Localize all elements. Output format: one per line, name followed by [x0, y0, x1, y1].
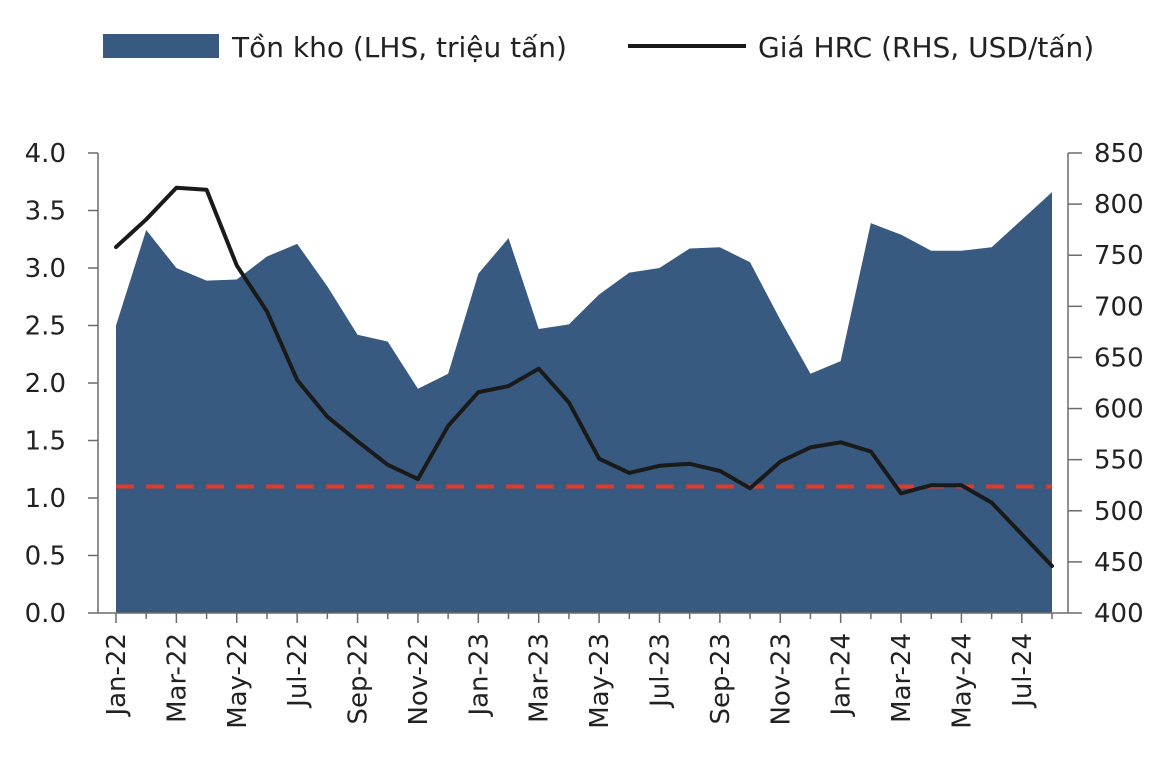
left-axis-tick-label: 2.0 — [25, 369, 66, 399]
left-axis-tick-label: 4.0 — [25, 139, 66, 169]
left-axis-tick-label: 2.5 — [25, 312, 66, 342]
x-axis-tick-label: Jul-22 — [283, 633, 313, 709]
right-axis-tick-label: 700 — [1094, 292, 1144, 322]
x-axis-ticks: Jan-22 Mar-22 May-22 Jul-22 Sep-22 Nov-22 Jan-… — [102, 613, 1053, 729]
right-axis-tick-label: 550 — [1094, 446, 1144, 476]
left-axis-tick-label: 3.0 — [25, 254, 66, 284]
right-axis-tick-label: 650 — [1094, 343, 1144, 373]
x-axis-tick-label: Nov-22 — [404, 633, 434, 726]
legend-label-inventory: Tồn kho (LHS, triệu tấn) — [231, 31, 567, 64]
right-axis-ticks: 400 450 500 550 600 650 700 750 800 850 — [1068, 139, 1144, 629]
x-axis-tick-label: Jan-24 — [827, 633, 857, 718]
right-axis-tick-label: 800 — [1094, 190, 1144, 220]
right-axis-tick-label: 400 — [1094, 599, 1144, 629]
x-axis-tick-label: Mar-23 — [525, 633, 555, 723]
left-axis-tick-label: 0.0 — [25, 599, 66, 629]
legend: Tồn kho (LHS, triệu tấn) Giá HRC (RHS, U… — [103, 31, 1094, 64]
right-axis-tick-label: 750 — [1094, 241, 1144, 271]
hrc-price-line — [114, 185, 1054, 568]
plot-area — [114, 185, 1054, 613]
x-axis-tick-label: Jul-24 — [1008, 633, 1038, 709]
right-axis-tick-label: 850 — [1094, 139, 1144, 169]
x-axis-tick-label: May-24 — [947, 633, 977, 729]
inventory-area — [116, 192, 1052, 613]
right-axis-tick-label: 600 — [1094, 395, 1144, 425]
x-axis-tick-label: Nov-23 — [766, 633, 796, 726]
left-axis-tick-label: 3.5 — [25, 197, 66, 227]
left-axis-ticks: 0.0 0.5 1.0 1.5 2.0 2.5 3.0 3.5 4.0 — [25, 139, 98, 629]
right-axis-tick-label: 450 — [1094, 548, 1144, 578]
x-axis-tick-label: May-22 — [223, 633, 253, 729]
left-axis-tick-label: 0.5 — [25, 542, 66, 572]
x-axis-tick-label: May-23 — [585, 633, 615, 729]
legend-label-hrc-price: Giá HRC (RHS, USD/tấn) — [758, 31, 1094, 64]
x-axis-tick-label: Jan-22 — [102, 633, 132, 718]
x-axis-tick-label: Jul-23 — [645, 633, 675, 709]
left-axis-tick-label: 1.0 — [25, 484, 66, 514]
right-axis-tick-label: 500 — [1094, 497, 1144, 527]
x-axis-tick-label: Sep-23 — [706, 633, 736, 724]
x-axis-tick-label: Sep-22 — [344, 633, 374, 724]
x-axis-tick-label: Mar-24 — [887, 633, 917, 723]
x-axis-tick-label: Mar-22 — [162, 633, 192, 723]
legend-swatch-inventory — [103, 34, 219, 58]
x-axis-tick-label: Jan-23 — [464, 633, 494, 718]
left-axis-tick-label: 1.5 — [25, 427, 66, 457]
